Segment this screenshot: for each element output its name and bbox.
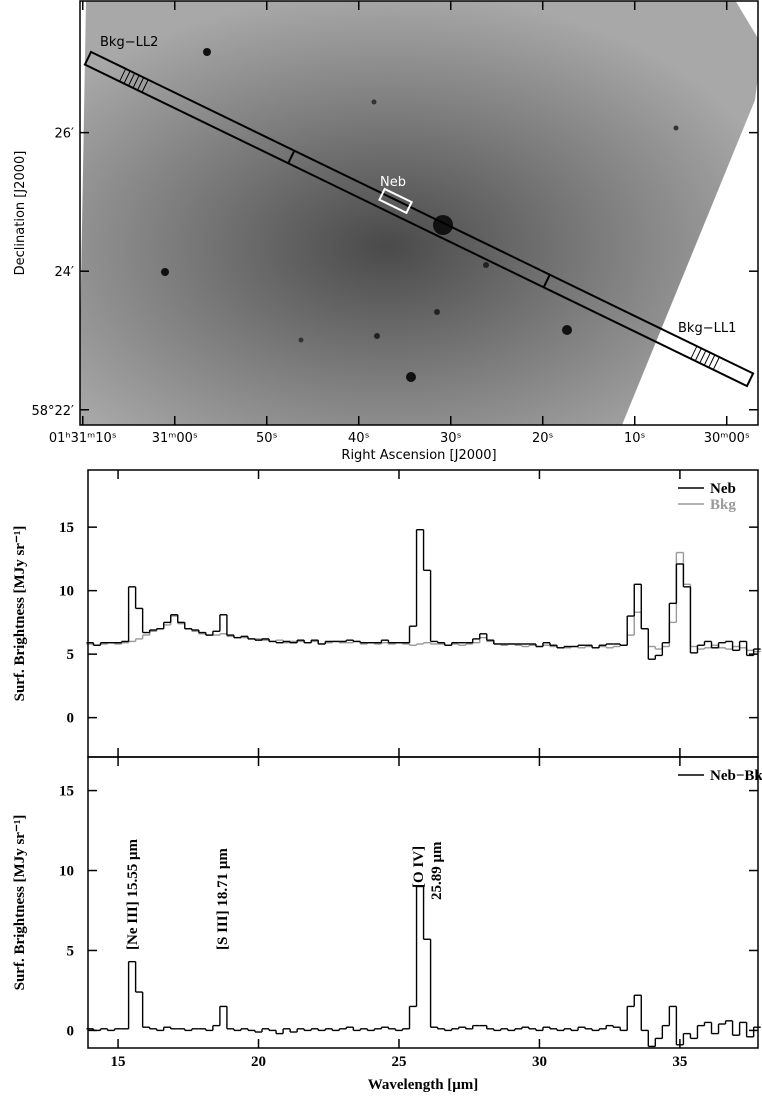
star <box>374 333 380 339</box>
y-tick-label: 15 <box>59 784 74 800</box>
star <box>371 99 377 105</box>
x-tick-label: 10ˢ <box>624 431 646 446</box>
frame <box>87 469 759 758</box>
annotation: Neb <box>380 175 406 190</box>
y-tick-label: 24′ <box>55 265 75 280</box>
slit-outline <box>83 50 755 388</box>
y-axis-label: Declination [J2000] <box>13 151 28 276</box>
legend-label: Bkg <box>710 497 736 513</box>
x-tick-label: 31ᵐ00ˢ <box>152 431 198 446</box>
bkg-ll2-region <box>119 68 153 95</box>
y-tick-label: 0 <box>67 1023 75 1039</box>
star <box>483 262 489 268</box>
x-tick-label: 30ˢ <box>440 431 462 446</box>
x-tick-label: 20ˢ <box>532 431 554 446</box>
step-riser <box>92 529 755 660</box>
x-tick-label: 40ˢ <box>348 431 370 446</box>
y-tick-label: 5 <box>67 647 75 663</box>
y-tick-label: 10 <box>59 584 74 600</box>
y-tick-label: 58°22′ <box>31 404 74 419</box>
x-tick-label: 20 <box>251 1054 266 1070</box>
star <box>298 337 304 343</box>
x-tick-label: 50ˢ <box>256 431 278 446</box>
line-label: [Ne III] 15.55 μm <box>125 839 141 950</box>
x-tick-label: 25 <box>391 1054 406 1070</box>
star <box>673 125 679 131</box>
star <box>562 325 572 335</box>
star <box>161 268 169 276</box>
y-tick-label: 0 <box>67 711 75 727</box>
slit-divider <box>542 274 551 288</box>
star <box>406 372 416 382</box>
slit <box>83 50 755 388</box>
star <box>433 215 453 235</box>
frame <box>87 756 759 1049</box>
step-riser <box>92 886 755 1047</box>
y-tick-label: 15 <box>59 520 74 536</box>
star <box>434 309 440 315</box>
x-axis-label: Right Ascension [J2000] <box>341 448 496 463</box>
neb-region <box>378 187 413 215</box>
frame <box>79 0 759 426</box>
line-label: [S III] 18.71 μm <box>215 848 231 950</box>
y-tick-label: 5 <box>67 943 75 959</box>
x-tick-label: 30ᵐ00ˢ <box>704 431 750 446</box>
annotation: Bkg−LL1 <box>678 321 736 336</box>
annotation: Bkg−LL2 <box>100 35 158 50</box>
x-tick-label: 30 <box>532 1054 547 1070</box>
y-axis-label: Surf. Brightness [MJy sr⁻¹] <box>12 526 28 702</box>
slit-divider <box>287 150 296 164</box>
star <box>203 48 211 56</box>
y-axis-label: Surf. Brightness [MJy sr⁻¹] <box>12 815 28 991</box>
y-tick-label: 26′ <box>55 127 75 142</box>
sky-map <box>80 1 758 425</box>
legend-label: Neb−Bkg <box>710 768 762 784</box>
x-tick-label: 01ʰ31ᵐ10ˢ <box>49 431 117 446</box>
x-tick-label: 35 <box>672 1054 687 1070</box>
line-label: 25.89 μm <box>429 841 445 900</box>
x-axis-label: Wavelength [μm] <box>368 1077 479 1093</box>
line-label: [O IV] <box>411 846 427 888</box>
y-tick-label: 10 <box>59 864 74 880</box>
bkg-ll1-region <box>690 345 724 372</box>
legend-label: Neb <box>710 481 736 497</box>
x-tick-label: 15 <box>111 1054 126 1070</box>
